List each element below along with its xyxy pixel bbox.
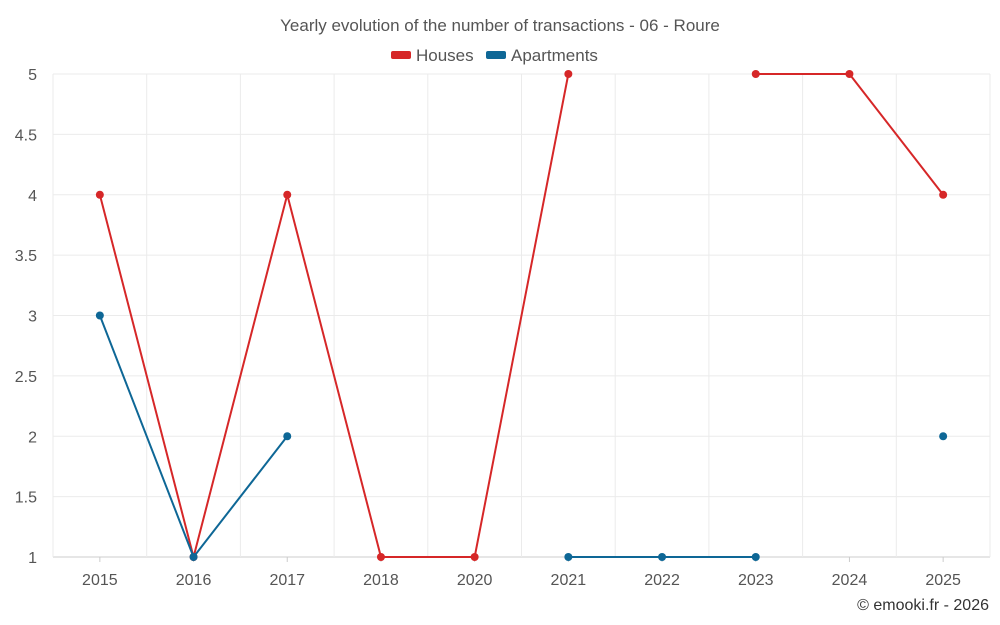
y-tick-label: 2 [28, 429, 37, 446]
data-point-houses[interactable] [939, 190, 948, 199]
y-tick-label: 3.5 [15, 248, 37, 265]
y-tick-label: 1 [28, 550, 37, 567]
data-point-houses[interactable] [376, 553, 385, 561]
y-tick-label: 4.5 [15, 127, 37, 144]
data-point-houses[interactable] [470, 553, 479, 561]
series [95, 70, 948, 561]
y-axis-ticks: 1 1.5 2 2.5 3 3.5 4 4.5 5 [15, 67, 37, 567]
data-point-apartments[interactable] [939, 432, 948, 441]
y-tick-label: 1.5 [15, 490, 37, 507]
x-tick-label: 2016 [176, 572, 212, 589]
x-tick-label: 2018 [363, 572, 399, 589]
legend-swatch-houses[interactable] [391, 51, 411, 59]
x-tick-label: 2025 [925, 572, 961, 589]
data-point-houses[interactable] [564, 70, 573, 78]
x-tick-label: 2015 [82, 572, 118, 589]
chart-title: Yearly evolution of the number of transa… [280, 16, 720, 35]
data-point-apartments[interactable] [658, 553, 667, 561]
credit-text: © emooki.fr - 2026 [857, 597, 989, 614]
data-point-apartments[interactable] [751, 553, 760, 561]
legend: Houses Apartments [391, 46, 598, 65]
x-tick-label: 2020 [457, 572, 493, 589]
x-tick-label: 2022 [644, 572, 680, 589]
y-tick-label: 4 [28, 188, 37, 205]
data-point-houses[interactable] [751, 70, 760, 78]
data-point-apartments[interactable] [564, 553, 573, 561]
x-tick-label: 2017 [269, 572, 305, 589]
y-tick-label: 3 [28, 309, 37, 326]
data-point-apartments[interactable] [189, 553, 198, 561]
data-point-houses[interactable] [845, 70, 854, 78]
data-point-houses[interactable] [95, 190, 104, 199]
y-tick-label: 5 [28, 67, 37, 84]
x-axis-ticks: 2015 2016 2017 2018 2020 2021 2022 2023 2024 2025 [82, 557, 961, 589]
legend-swatch-apartments[interactable] [486, 51, 506, 59]
x-tick-label: 2021 [551, 572, 587, 589]
data-point-houses[interactable] [283, 190, 292, 199]
legend-label-houses[interactable]: Houses [416, 46, 474, 65]
x-tick-label: 2024 [832, 572, 868, 589]
y-tick-label: 2.5 [15, 369, 37, 386]
legend-label-apartments[interactable]: Apartments [511, 46, 598, 65]
data-point-apartments[interactable] [95, 311, 104, 320]
x-tick-label: 2023 [738, 572, 774, 589]
series-line-houses [98, 73, 570, 558]
data-point-apartments[interactable] [283, 432, 292, 441]
